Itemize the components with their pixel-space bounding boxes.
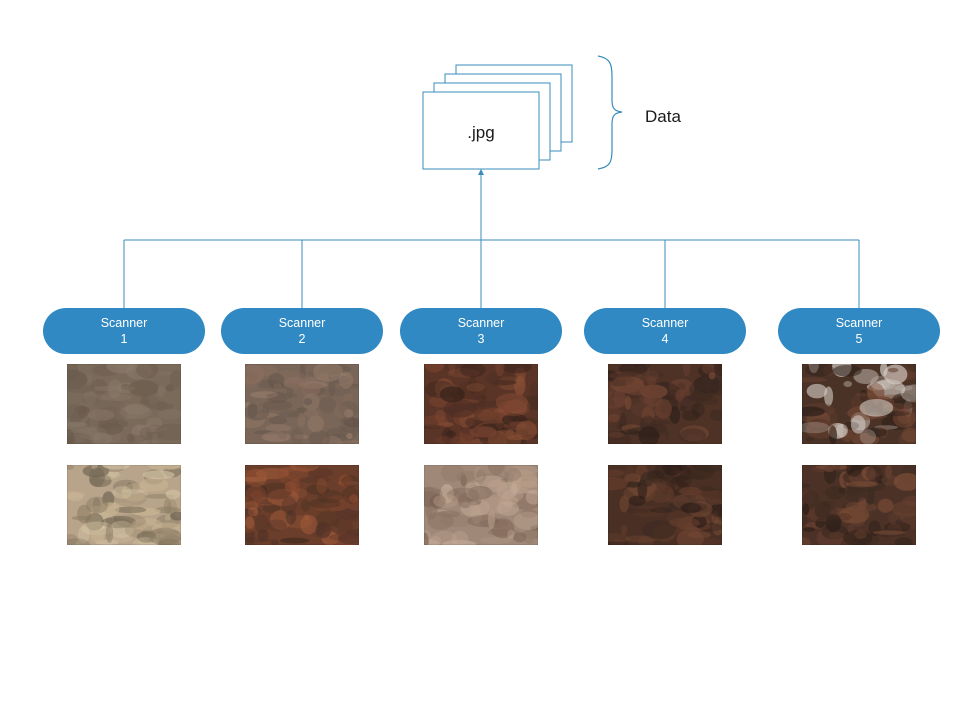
scanner-4: Scanner 4 <box>584 308 746 545</box>
scanner-2: Scanner 2 <box>221 308 383 545</box>
scanner-name: Scanner <box>642 316 689 330</box>
soil-sample-image <box>245 364 359 444</box>
scanner-pill <box>400 308 562 354</box>
soil-sample-image <box>245 465 359 545</box>
scanner-pill <box>221 308 383 354</box>
scanner-number: 4 <box>662 332 669 346</box>
scanner-number: 1 <box>121 332 128 346</box>
soil-sample-image <box>424 465 538 545</box>
scanner-name: Scanner <box>279 316 326 330</box>
scanner-group: Scanner 1 Scanner 2 Scanner 3 Scanner 4 Scanner 5 <box>43 308 940 545</box>
scanner-pill <box>584 308 746 354</box>
scanner-1: Scanner 1 <box>43 308 205 545</box>
scanner-name: Scanner <box>101 316 148 330</box>
scanner-name: Scanner <box>458 316 505 330</box>
scanner-3: Scanner 3 <box>400 308 562 545</box>
jpg-label: .jpg <box>467 123 494 142</box>
data-label: Data <box>645 107 681 126</box>
jpg-document-stack <box>422 64 573 170</box>
scanner-pill <box>778 308 940 354</box>
soil-sample-image <box>67 364 181 444</box>
soil-sample-image <box>424 364 538 444</box>
jpg-document-card <box>422 91 540 170</box>
data-brace <box>597 55 623 170</box>
soil-sample-image <box>802 364 916 444</box>
soil-sample-image <box>608 364 722 444</box>
scanner-5: Scanner 5 <box>778 308 940 545</box>
scanner-number: 2 <box>299 332 306 346</box>
scanner-number: 5 <box>856 332 863 346</box>
scanner-number: 3 <box>478 332 485 346</box>
scanner-name: Scanner <box>836 316 883 330</box>
soil-sample-image <box>608 465 722 545</box>
soil-sample-image <box>802 465 916 545</box>
connector-lines <box>123 169 860 308</box>
scanner-pill <box>43 308 205 354</box>
soil-sample-image <box>67 465 181 545</box>
